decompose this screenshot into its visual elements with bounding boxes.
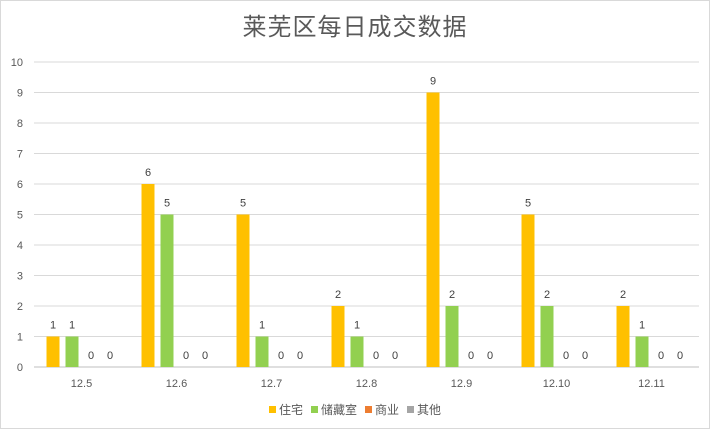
bar <box>255 336 269 367</box>
y-tick-label: 4 <box>17 240 23 252</box>
data-label: 5 <box>164 198 170 210</box>
data-label: 2 <box>544 289 550 301</box>
legend-label: 住宅 <box>278 403 303 417</box>
data-label: 0 <box>487 350 493 362</box>
bar <box>635 336 649 367</box>
data-label: 0 <box>373 350 379 362</box>
bar <box>46 336 60 367</box>
bar <box>445 306 459 367</box>
legend-item: 商业 <box>365 401 399 418</box>
y-tick-label: 6 <box>17 179 23 191</box>
y-tick-label: 7 <box>17 149 23 161</box>
bar <box>426 92 440 367</box>
chart-title: 莱芜区每日成交数据 <box>242 13 468 41</box>
data-label: 1 <box>639 320 645 332</box>
data-label: 1 <box>354 320 360 332</box>
grid-lines <box>34 61 699 368</box>
bar <box>331 306 345 367</box>
x-tick-label: 12.7 <box>261 378 282 390</box>
data-label: 2 <box>620 289 626 301</box>
bars <box>46 92 649 367</box>
data-label: 0 <box>677 350 683 362</box>
legend-swatch <box>310 406 318 413</box>
data-label: 0 <box>183 350 189 362</box>
data-label: 0 <box>392 350 398 362</box>
x-axis-ticks: 12.5 12.6 12.7 12.8 12.9 12.10 12.11 <box>71 378 665 390</box>
data-label: 0 <box>297 350 303 362</box>
data-label: 0 <box>202 350 208 362</box>
legend-label: 商业 <box>375 403 400 417</box>
bar <box>160 214 174 367</box>
y-axis-ticks: 0 1 2 3 4 5 6 7 8 9 10 <box>11 57 23 374</box>
y-tick-label: 3 <box>17 271 23 283</box>
data-label: 1 <box>69 320 75 332</box>
y-tick-label: 10 <box>11 57 23 69</box>
y-tick-label: 0 <box>17 362 23 374</box>
data-label: 9 <box>430 76 436 88</box>
data-label: 2 <box>335 289 341 301</box>
legend: 住宅 储藏室 商业 其他 <box>1 401 709 418</box>
y-tick-label: 1 <box>17 332 23 344</box>
data-label: 6 <box>145 167 151 179</box>
x-tick-label: 12.6 <box>166 378 187 390</box>
y-tick-label: 2 <box>17 301 23 313</box>
y-tick-label: 9 <box>17 88 23 100</box>
x-tick-label: 12.10 <box>543 378 571 390</box>
data-label: 0 <box>468 350 474 362</box>
y-tick-label: 8 <box>17 118 23 130</box>
bar <box>616 306 630 367</box>
bar <box>236 214 250 367</box>
y-tick-label: 5 <box>17 210 23 222</box>
bar <box>350 336 364 367</box>
data-label: 0 <box>107 350 113 362</box>
data-label: 0 <box>658 350 664 362</box>
data-label: 1 <box>50 320 56 332</box>
bar <box>521 214 535 367</box>
x-tick-label: 12.9 <box>451 378 472 390</box>
data-label: 0 <box>278 350 284 362</box>
legend-item: 储藏室 <box>310 401 357 418</box>
data-label: 5 <box>525 198 531 210</box>
legend-label: 其他 <box>417 403 442 417</box>
x-tick-label: 12.5 <box>71 378 92 390</box>
data-label: 0 <box>582 350 588 362</box>
bar <box>65 336 79 367</box>
legend-swatch <box>268 406 276 413</box>
legend-label: 储藏室 <box>320 403 357 417</box>
data-label: 1 <box>259 320 265 332</box>
legend-item: 其他 <box>407 401 441 418</box>
bar <box>540 306 554 367</box>
legend-swatch <box>365 406 372 413</box>
data-label: 0 <box>88 350 94 362</box>
x-tick-label: 12.11 <box>638 378 665 390</box>
x-tick-label: 12.8 <box>356 378 377 390</box>
bar <box>141 184 155 367</box>
legend-item: 住宅 <box>268 401 303 418</box>
data-label: 0 <box>563 350 569 362</box>
data-label: 2 <box>449 289 455 301</box>
legend-swatch <box>407 406 415 413</box>
data-label: 5 <box>240 198 246 210</box>
